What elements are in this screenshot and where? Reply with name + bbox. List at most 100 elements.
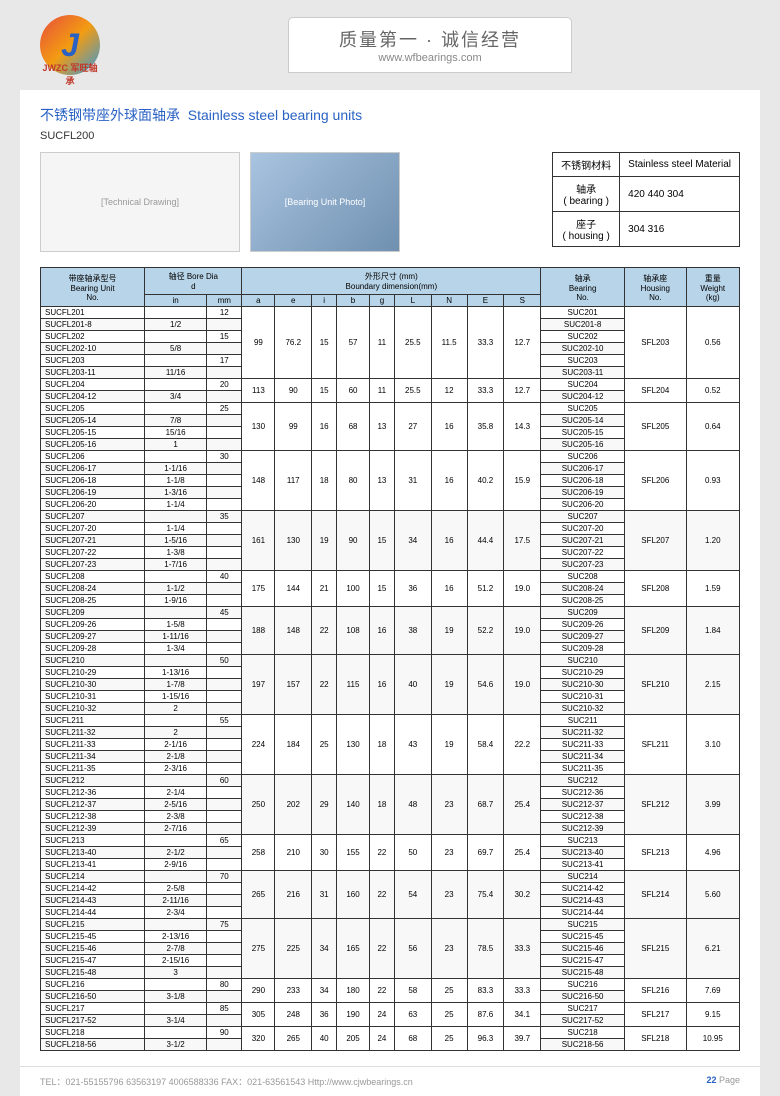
- cell-bearing: SUC214: [541, 871, 625, 883]
- cell-bearing: SUC207-20: [541, 523, 625, 535]
- cell-unit: SUCFL214-42: [41, 883, 145, 895]
- cell-dim: 16: [312, 403, 337, 451]
- cell-dim: 44.4: [467, 511, 504, 571]
- cell-unit: SUCFL209: [41, 607, 145, 619]
- hdr-a: a: [242, 295, 275, 307]
- cell-mm: [207, 499, 242, 511]
- cell-mm: [207, 319, 242, 331]
- cell-dim: 38: [394, 607, 431, 655]
- cell-bearing: SUC214-44: [541, 907, 625, 919]
- cell-in: 3/4: [145, 391, 207, 403]
- cell-mm: [207, 811, 242, 823]
- cell-dim: 60: [337, 379, 370, 403]
- cell-dim: 34.1: [504, 1003, 541, 1027]
- cell-in: [145, 835, 207, 847]
- cell-dim: 22: [369, 919, 394, 979]
- cell-dim: 76.2: [275, 307, 312, 379]
- table-row: SUCFL218903202654020524682596.339.7SUC21…: [41, 1027, 740, 1039]
- cell-dim: 265: [242, 871, 275, 919]
- cell-dim: 40: [312, 1027, 337, 1051]
- cell-dim: 30: [312, 835, 337, 871]
- cell-unit: SUCFL211: [41, 715, 145, 727]
- cell-unit: SUCFL204-12: [41, 391, 145, 403]
- cell-in: 3-1/8: [145, 991, 207, 1003]
- technical-drawing: [Technical Drawing]: [40, 152, 240, 252]
- cell-unit: SUCFL211-34: [41, 751, 145, 763]
- cell-weight: 3.99: [686, 775, 739, 835]
- cell-mm: [207, 595, 242, 607]
- cell-bearing: SUC211-32: [541, 727, 625, 739]
- cell-in: 1-7/16: [145, 559, 207, 571]
- cell-dim: 233: [275, 979, 312, 1003]
- cell-unit: SUCFL207: [41, 511, 145, 523]
- cell-dim: 21: [312, 571, 337, 607]
- cell-bearing: SUC210-31: [541, 691, 625, 703]
- header: J JWZC 军旺轴承 质量第一 · 诚信经营 www.wfbearings.c…: [20, 0, 760, 90]
- cell-dim: 25.4: [504, 775, 541, 835]
- cell-unit: SUCFL212: [41, 775, 145, 787]
- cell-dim: 108: [337, 607, 370, 655]
- cell-unit: SUCFL209-28: [41, 643, 145, 655]
- cell-mm: 25: [207, 403, 242, 415]
- cell-in: 5/8: [145, 343, 207, 355]
- cell-housing: SFL208: [625, 571, 687, 607]
- cell-dim: 25.4: [504, 835, 541, 871]
- cell-in: 1-3/4: [145, 643, 207, 655]
- cell-housing: SFL204: [625, 379, 687, 403]
- cell-mm: [207, 727, 242, 739]
- cell-dim: 16: [431, 511, 467, 571]
- logo-letter: J: [61, 27, 79, 64]
- cell-dim: 140: [337, 775, 370, 835]
- cell-in: 1-1/16: [145, 463, 207, 475]
- cell-in: 1-1/4: [145, 523, 207, 535]
- cell-unit: SUCFL213-41: [41, 859, 145, 871]
- cell-dim: 19.0: [504, 571, 541, 607]
- cell-in: 2-7/8: [145, 943, 207, 955]
- cell-in: [145, 379, 207, 391]
- cell-dim: 265: [275, 1027, 312, 1051]
- table-row: SUCFL208401751442110015361651.219.0SUC20…: [41, 571, 740, 583]
- cell-dim: 54: [394, 871, 431, 919]
- cell-mm: [207, 391, 242, 403]
- cell-dim: 15.9: [504, 451, 541, 511]
- cell-bearing: SUC205: [541, 403, 625, 415]
- hdr-weight: 重量 Weight (kg): [686, 268, 739, 307]
- logo-text: JWZC 军旺轴承: [40, 61, 100, 87]
- cell-bearing: SUC207: [541, 511, 625, 523]
- cell-weight: 0.64: [686, 403, 739, 451]
- cell-housing: SFL211: [625, 715, 687, 775]
- cell-unit: SUCFL211-35: [41, 763, 145, 775]
- cell-housing: SFL213: [625, 835, 687, 871]
- cell-in: [145, 607, 207, 619]
- cell-dim: 96.3: [467, 1027, 504, 1051]
- cell-dim: 33.3: [504, 979, 541, 1003]
- cell-bearing: SUC212-36: [541, 787, 625, 799]
- cell-dim: 78.5: [467, 919, 504, 979]
- cell-bearing: SUC209-26: [541, 619, 625, 631]
- cell-mm: [207, 367, 242, 379]
- cell-mm: [207, 703, 242, 715]
- cell-housing: SFL216: [625, 979, 687, 1003]
- cell-dim: 144: [275, 571, 312, 607]
- cell-dim: 52.2: [467, 607, 504, 655]
- cell-dim: 16: [431, 571, 467, 607]
- cell-mm: [207, 859, 242, 871]
- cell-mm: [207, 559, 242, 571]
- cell-bearing: SUC203-11: [541, 367, 625, 379]
- cell-in: 2-5/16: [145, 799, 207, 811]
- cell-mm: [207, 943, 242, 955]
- footer: TEL：021-55155796 63563197 4006588336 FAX…: [20, 1066, 760, 1096]
- cell-unit: SUCFL205: [41, 403, 145, 415]
- cell-dim: 63: [394, 1003, 431, 1027]
- cell-in: 15/16: [145, 427, 207, 439]
- table-row: SUCFL2052513099166813271635.814.3SUC205S…: [41, 403, 740, 415]
- cell-unit: SUCFL204: [41, 379, 145, 391]
- cell-dim: 75.4: [467, 871, 504, 919]
- cell-dim: 19: [312, 511, 337, 571]
- cell-dim: 22: [369, 979, 394, 1003]
- cell-bearing: SUC206: [541, 451, 625, 463]
- cell-weight: 5.60: [686, 871, 739, 919]
- cell-mm: [207, 439, 242, 451]
- cell-unit: SUCFL209-27: [41, 631, 145, 643]
- cell-bearing: SUC203: [541, 355, 625, 367]
